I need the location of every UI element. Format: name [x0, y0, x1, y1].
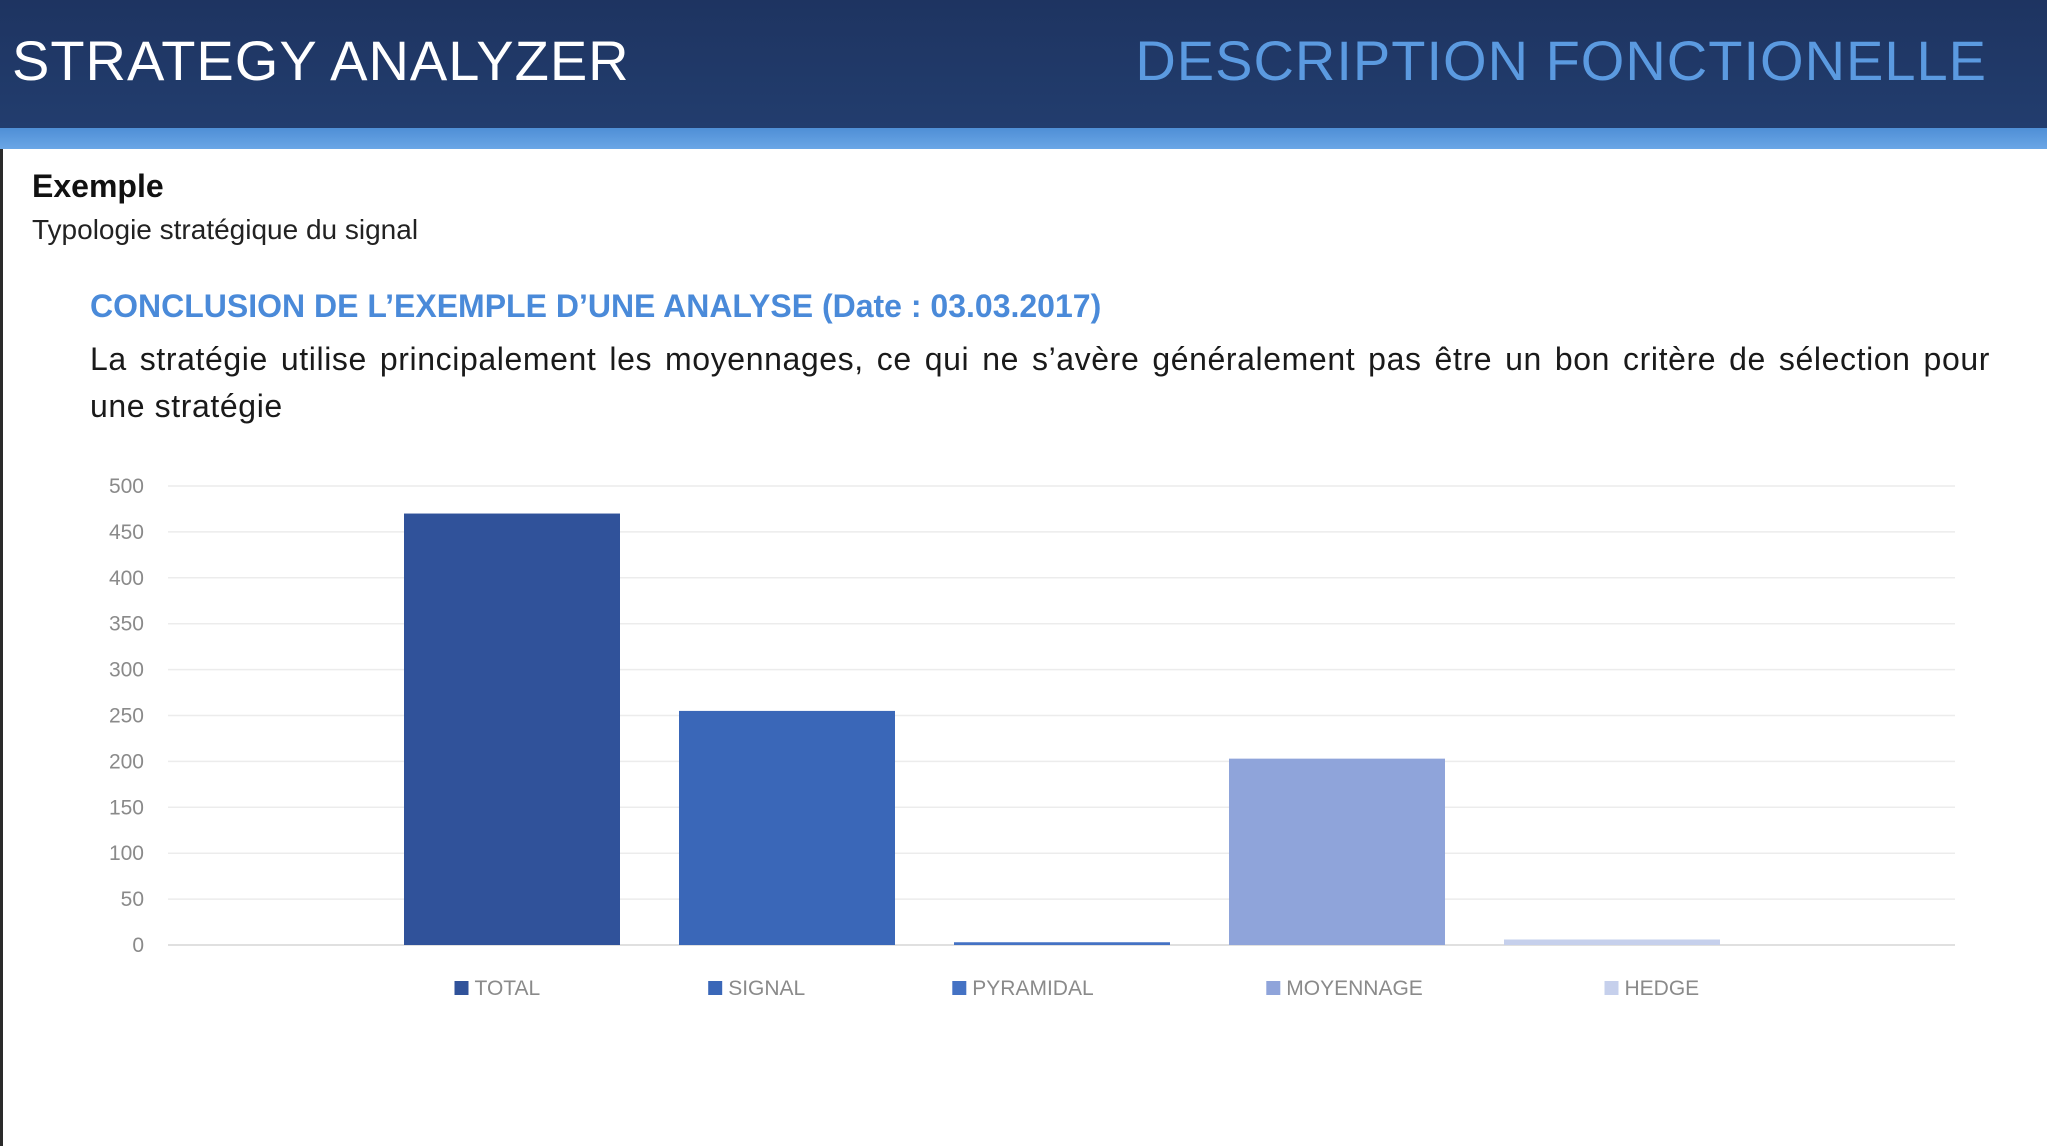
legend-swatch	[454, 981, 469, 995]
y-tick-label: 200	[109, 750, 144, 773]
app-title: STRATEGY ANALYZER	[12, 29, 630, 92]
bar-hedge	[1504, 939, 1720, 945]
legend-swatch	[1266, 981, 1281, 995]
example-subheading: Typologie stratégique du signal	[32, 214, 419, 245]
conclusion-text: La stratégie utilise principalement les …	[90, 341, 1990, 424]
legend-swatch	[708, 981, 723, 995]
bar-signal	[679, 710, 895, 945]
y-tick-label: 150	[109, 796, 144, 819]
legend-swatch	[952, 981, 967, 995]
bar-total	[404, 513, 620, 945]
y-tick-label: 450	[109, 521, 144, 544]
example-heading: Exemple	[32, 168, 164, 204]
section-title: DESCRIPTION FONCTIONELLE	[1135, 29, 1987, 92]
y-tick-label: 50	[121, 888, 144, 911]
y-tick-label: 250	[109, 705, 144, 728]
legend-label: TOTAL	[475, 977, 541, 1000]
legend-label: SIGNAL	[728, 977, 805, 1000]
slide-left-border	[0, 149, 3, 1146]
legend-label: HEDGE	[1625, 977, 1700, 1000]
y-tick-label: 350	[109, 613, 144, 636]
legend-label: PYRAMIDAL	[972, 977, 1093, 1000]
y-tick-label: 0	[132, 934, 144, 957]
conclusion-title: CONCLUSION DE L’EXEMPLE D’UNE ANALYSE (D…	[90, 288, 1102, 324]
header-bar: STRATEGY ANALYZER DESCRIPTION FONCTIONEL…	[0, 0, 2047, 128]
bar-moyennage	[1229, 758, 1445, 945]
y-tick-label: 300	[109, 659, 144, 682]
header-stripe	[0, 128, 2047, 149]
y-tick-label: 400	[109, 567, 144, 590]
y-tick-label: 500	[109, 475, 144, 498]
bar-pyramidal	[954, 942, 1170, 945]
y-tick-label: 100	[109, 842, 144, 865]
legend-swatch	[1604, 981, 1619, 995]
legend-label: MOYENNAGE	[1286, 977, 1423, 1000]
